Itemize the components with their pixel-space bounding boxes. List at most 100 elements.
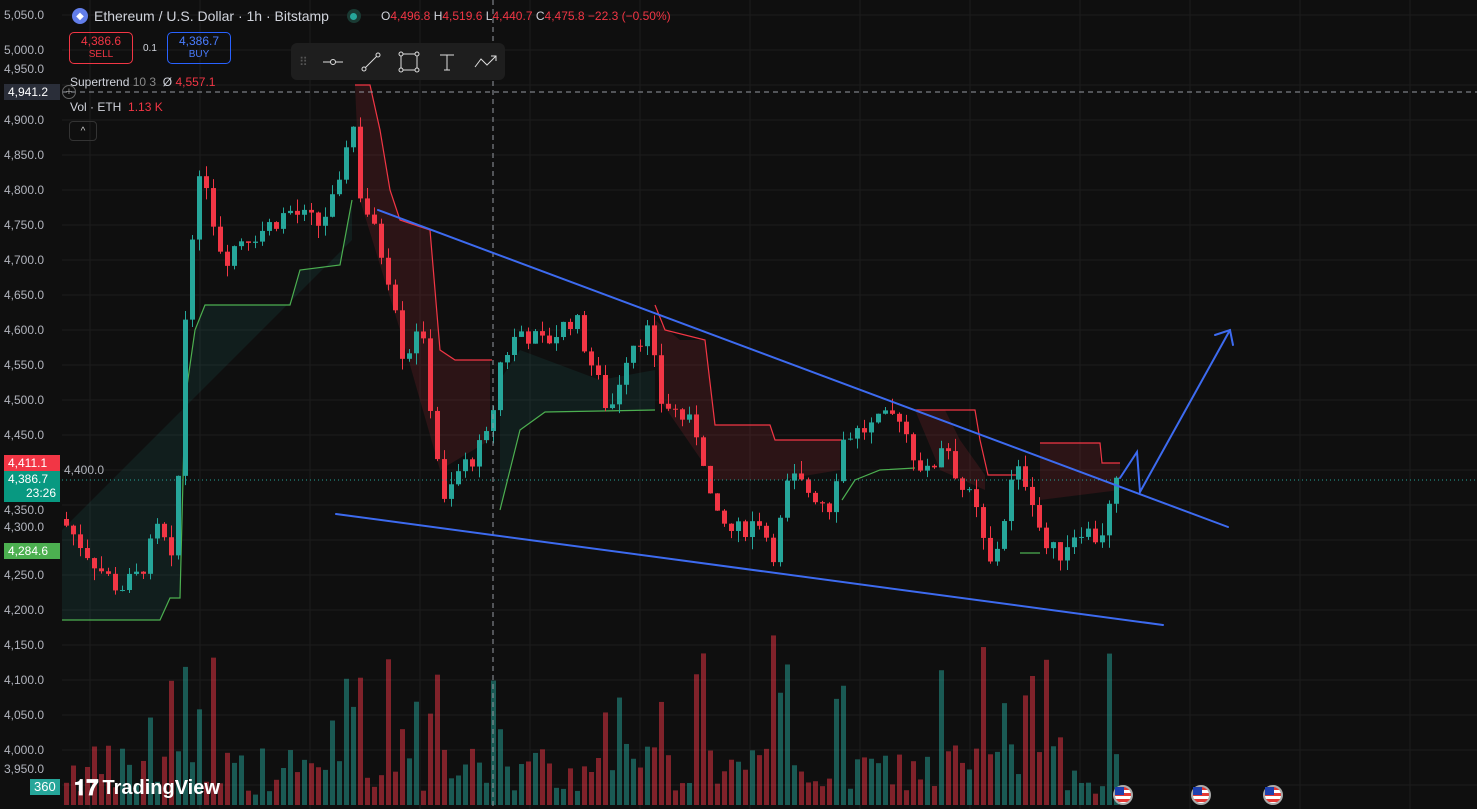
price-axis-label: 4,100.0 bbox=[4, 673, 45, 687]
volume-bar bbox=[568, 768, 573, 805]
candle-body bbox=[589, 351, 594, 366]
volume-bar bbox=[204, 781, 209, 805]
candle-body bbox=[806, 479, 811, 493]
volume-bar bbox=[190, 762, 195, 805]
volume-bar bbox=[400, 729, 405, 805]
candle-body bbox=[603, 374, 608, 409]
text-tool-icon[interactable] bbox=[435, 50, 459, 74]
candle-body bbox=[547, 335, 552, 344]
rectangle-tool-icon[interactable] bbox=[397, 50, 421, 74]
candle-body bbox=[638, 345, 643, 347]
horizontal-line-tool-icon[interactable] bbox=[321, 50, 345, 74]
price-axis-label: 4,650.0 bbox=[4, 288, 45, 302]
candle-body bbox=[1009, 479, 1014, 522]
volume-bar bbox=[617, 697, 622, 805]
volume-bar bbox=[393, 771, 398, 805]
volume-bar bbox=[883, 755, 888, 805]
volume-bar bbox=[694, 674, 699, 805]
market-open-icon bbox=[346, 9, 361, 23]
volume-bar bbox=[99, 774, 104, 805]
candle-body bbox=[981, 507, 986, 538]
volume-bar bbox=[281, 768, 286, 805]
candle-body bbox=[127, 573, 132, 591]
sell-button[interactable]: 4,386.6 SELL bbox=[69, 32, 133, 64]
candle-body bbox=[134, 571, 139, 574]
volume-bar bbox=[659, 701, 664, 805]
projection-arrow[interactable] bbox=[1119, 329, 1231, 496]
candle-body bbox=[631, 345, 636, 363]
collapse-legend-button[interactable]: ^ bbox=[69, 121, 97, 141]
candle-body bbox=[386, 257, 391, 285]
volume-bar bbox=[337, 761, 342, 805]
us-flag-event-icon[interactable] bbox=[1263, 785, 1283, 805]
supertrend-fill-down bbox=[355, 85, 490, 470]
volume-legend[interactable]: Vol · ETH 1.13 K bbox=[70, 100, 163, 114]
volume-bar bbox=[484, 782, 489, 805]
candle-body bbox=[477, 440, 482, 467]
candle-body bbox=[869, 422, 874, 433]
candle-body bbox=[204, 176, 209, 189]
volume-bar bbox=[414, 701, 419, 805]
candle-body bbox=[169, 537, 174, 556]
upper-trendline[interactable] bbox=[377, 209, 1229, 528]
candle-body bbox=[141, 571, 146, 574]
lower-trendline[interactable] bbox=[335, 513, 1164, 626]
add-alert-icon[interactable]: + bbox=[62, 85, 76, 99]
us-flag-event-icon[interactable] bbox=[1113, 785, 1133, 805]
order-quantity[interactable]: 0.1 bbox=[143, 43, 157, 54]
candle-body bbox=[820, 502, 825, 504]
buy-button[interactable]: 4,386.7 BUY bbox=[167, 32, 231, 64]
volume-bar bbox=[596, 758, 601, 805]
volume-bar bbox=[911, 761, 916, 805]
trend-line-tool-icon[interactable] bbox=[359, 50, 383, 74]
volume-bar bbox=[1058, 737, 1063, 805]
volume-bar bbox=[106, 745, 111, 805]
price-axis-label: 4,350.0 bbox=[4, 503, 45, 517]
volume-bar bbox=[155, 781, 160, 805]
volume-bar bbox=[330, 720, 335, 805]
volume-bar bbox=[211, 657, 216, 805]
candle-body bbox=[309, 209, 314, 213]
candle-body bbox=[834, 481, 839, 513]
volume-bar bbox=[1002, 703, 1007, 805]
current-price-tag: 4,386.7 23:26 bbox=[4, 471, 60, 502]
candles bbox=[64, 117, 1119, 595]
candle-body bbox=[687, 414, 692, 420]
candle-body bbox=[883, 410, 888, 414]
volume-bar bbox=[526, 761, 531, 805]
candle-body bbox=[582, 315, 587, 352]
candle-body bbox=[743, 521, 748, 538]
path-tool-icon[interactable] bbox=[473, 50, 497, 74]
volume-bar bbox=[470, 748, 475, 805]
candle-body bbox=[176, 475, 181, 556]
volume-bar bbox=[729, 759, 734, 805]
volume-bar bbox=[302, 759, 307, 805]
candle-body bbox=[918, 460, 923, 471]
bar-countdown: 23:26 bbox=[25, 486, 56, 500]
volume-bar bbox=[743, 769, 748, 805]
tradingview-logo-icon: 𝟏𝟕 bbox=[74, 775, 99, 800]
us-flag-event-icon[interactable] bbox=[1191, 785, 1211, 805]
candle-body bbox=[379, 223, 384, 258]
candle-body bbox=[1072, 537, 1077, 548]
volume-bar bbox=[428, 713, 433, 805]
tradingview-logo[interactable]: 𝟏𝟕 TradingView bbox=[74, 775, 220, 800]
candle-body bbox=[694, 414, 699, 438]
candle-body bbox=[911, 434, 916, 461]
candle-body bbox=[302, 209, 307, 215]
volume-bar bbox=[918, 779, 923, 805]
candle-body bbox=[610, 404, 615, 409]
volume-bar bbox=[477, 762, 482, 805]
drag-handle-icon[interactable]: ⠿ bbox=[299, 54, 308, 69]
candle-body bbox=[995, 548, 1000, 562]
volume-bar bbox=[771, 635, 776, 805]
volume-bar bbox=[1100, 786, 1105, 805]
candle-body bbox=[967, 489, 972, 491]
symbol-title[interactable]: Ethereum / U.S. Dollar · 1h · Bitstamp bbox=[94, 8, 329, 24]
candle-body bbox=[393, 284, 398, 311]
candle-body bbox=[491, 410, 496, 432]
supertrend-legend[interactable]: Supertrend 10 3 Ø 4,557.1 bbox=[70, 75, 216, 89]
supertrend-down-line bbox=[1040, 442, 1120, 464]
volume-bar bbox=[225, 752, 230, 805]
